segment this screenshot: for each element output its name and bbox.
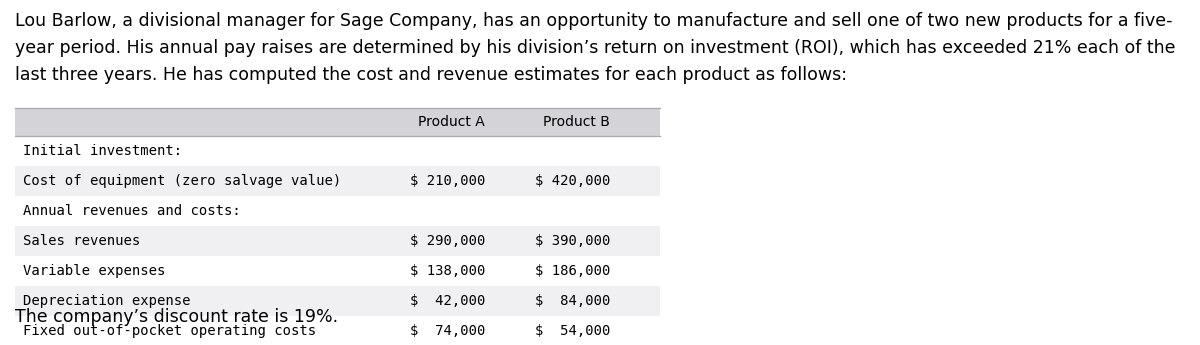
Text: $ 138,000: $ 138,000	[409, 264, 485, 278]
Bar	[14, 256, 660, 286]
Text: Product A: Product A	[419, 115, 485, 129]
Text: $  84,000: $ 84,000	[535, 294, 610, 308]
Text: Variable expenses: Variable expenses	[23, 264, 166, 278]
Bar	[14, 166, 660, 196]
Text: year period. His annual pay raises are determined by his division’s return on in: year period. His annual pay raises are d…	[14, 39, 1176, 57]
Text: last three years. He has computed the cost and revenue estimates for each produc: last three years. He has computed the co…	[14, 66, 847, 84]
Text: $  42,000: $ 42,000	[409, 294, 485, 308]
Text: Cost of equipment (zero salvage value): Cost of equipment (zero salvage value)	[23, 174, 341, 188]
Text: Lou Barlow, a divisional manager for Sage Company, has an opportunity to manufac: Lou Barlow, a divisional manager for Sag…	[14, 12, 1172, 30]
Bar	[14, 136, 660, 166]
Text: $ 210,000: $ 210,000	[409, 174, 485, 188]
Text: $ 290,000: $ 290,000	[409, 234, 485, 248]
Text: $ 420,000: $ 420,000	[535, 174, 610, 188]
Text: $ 390,000: $ 390,000	[535, 234, 610, 248]
Text: Product B: Product B	[544, 115, 610, 129]
Text: $ 186,000: $ 186,000	[535, 264, 610, 278]
Text: $  54,000: $ 54,000	[535, 324, 610, 338]
Text: Fixed out-of-pocket operating costs: Fixed out-of-pocket operating costs	[23, 324, 316, 338]
Bar	[14, 108, 660, 136]
Bar	[14, 316, 660, 345]
Text: Initial investment:: Initial investment:	[23, 144, 182, 158]
Text: Sales revenues: Sales revenues	[23, 234, 140, 248]
Bar	[14, 196, 660, 226]
Text: Annual revenues and costs:: Annual revenues and costs:	[23, 204, 241, 218]
Bar	[14, 226, 660, 256]
Text: Depreciation expense: Depreciation expense	[23, 294, 191, 308]
Bar	[14, 286, 660, 316]
Text: The company’s discount rate is 19%.: The company’s discount rate is 19%.	[14, 308, 338, 326]
Text: $  74,000: $ 74,000	[409, 324, 485, 338]
